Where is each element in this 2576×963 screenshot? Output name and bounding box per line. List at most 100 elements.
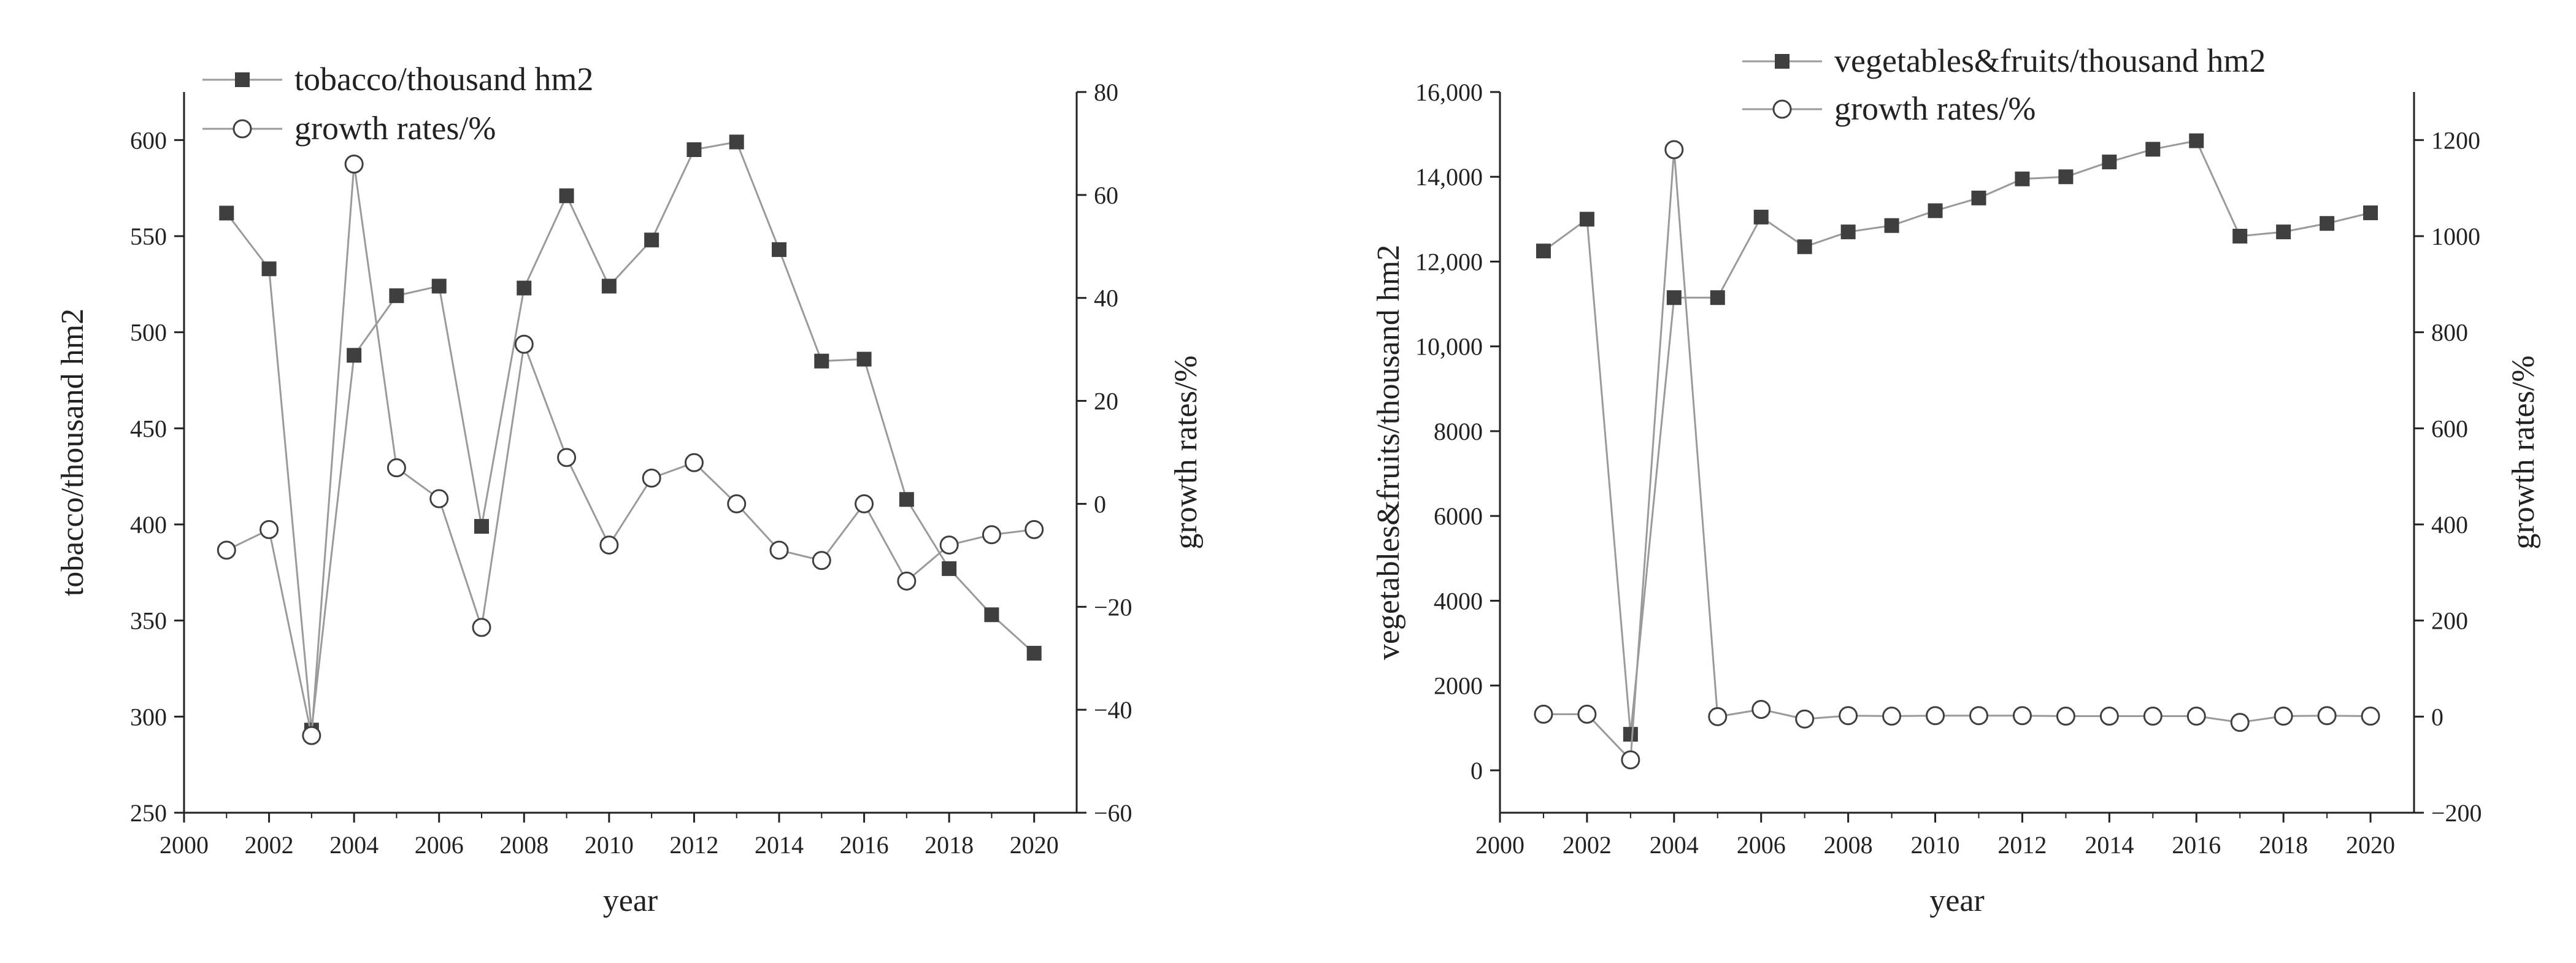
chart1-y2-tick-label: −40 [1094,696,1132,724]
chart2-series1-point [1928,203,1943,218]
chart2-series2-point [2143,707,2163,726]
chart1-series1-point [686,142,702,157]
chart2-series1-point [1884,218,1899,233]
chart2-series1-point [1840,224,1856,240]
chart2-y-tick-label: 4000 [1434,587,1483,615]
chart2-series2-point [1664,140,1684,159]
chart2-series2-point [2274,707,2293,726]
chart1-series2-point [217,540,236,560]
chart2-series1-point [1579,212,1594,227]
chart2-series1-point [2058,169,2074,185]
chart2-y2-tick-label: 200 [2431,607,2468,635]
chart2-series2-point [1839,706,1858,726]
chart1-x-tick-label: 2018 [925,831,974,859]
chart1-y2-tick-label: 20 [1094,388,1118,415]
chart1-series2-point [260,520,279,539]
chart2-series1-point [1753,209,1769,224]
chart2-y-tick-label: 16,000 [1415,79,1483,106]
chart1-series1-point [1026,645,1042,661]
chart1-y2-tick-label: 40 [1094,285,1118,312]
chart1-y-tick-label: 550 [130,223,167,250]
chart2-series1-point [1710,290,1725,305]
chart1-y-tick-label: 450 [130,415,167,442]
chart1-series2-point [727,494,747,513]
chart2-legend-marker [1775,54,1790,69]
chart1-legend-label: growth rates/% [294,110,496,147]
chart1-series2-point [897,571,917,591]
chart1-series2-point [855,494,874,513]
chart2-y-tick-label: 12,000 [1415,248,1483,275]
chart2-y2-tick-label: 1000 [2431,223,2480,250]
chart1-series1-point [856,351,872,367]
chart1-series1-point [644,232,659,248]
chart1-x-tick-label: 2002 [245,831,294,859]
chart2-x-tick-label: 2000 [1475,831,1524,859]
chart1-series2-point [982,525,1001,545]
chart1-y-tick-label: 400 [130,511,167,539]
chart2-y-tick-label: 0 [1471,757,1483,785]
chart2-y-tick-label: 6000 [1434,502,1483,530]
chart2-series2-point [1708,707,1728,726]
chart2-x-tick-label: 2006 [1737,831,1786,859]
chart2-x-axis-title: year [1929,883,1984,918]
chart1-series2-point [939,535,959,555]
chart2-series1-point [2363,205,2378,220]
chart1-series2-point [642,468,661,488]
chart1-series1-line [226,140,1035,731]
chart2-x-tick-label: 2016 [2172,831,2221,859]
chart2-y2-tick-label: 1200 [2431,126,2480,154]
chart1-legend-marker [235,72,250,87]
chart2-y-tick-label: 10,000 [1415,333,1483,361]
chart2-y-tick-label: 14,000 [1415,163,1483,191]
chart2-legend-marker [1772,99,1792,119]
chart2-y2-tick-label: 600 [2431,415,2468,442]
chart1-series1-point [517,280,532,296]
chart1-series2-point [812,551,831,570]
chart2-x-tick-label: 2002 [1563,831,1612,859]
chart1-series2-point [429,489,449,508]
chart1-series1-point [601,278,617,294]
chart1-series1-point [729,134,744,150]
chart2-series1-point [2276,224,2291,240]
chart2-series1-point [2232,229,2248,244]
chart2-y2-axis-title: growth rates/% [2506,355,2541,549]
chart1-x-tick-label: 2020 [1010,831,1059,859]
chart1-series1-point [984,607,999,623]
chart1-y2-tick-label: 60 [1094,182,1118,209]
chart1-series2-point [472,618,491,637]
chart1-y-axis-title: tobacco/thousand hm2 [55,309,90,596]
chart2-legend-label: growth rates/% [1834,90,2036,127]
chart1-series1-point [431,278,447,294]
chart1-series2-point [1025,520,1044,539]
chart2-x-tick-label: 2020 [2346,831,2395,859]
chart1-series2-point [344,155,364,174]
chart1-y2-tick-label: −20 [1094,593,1132,621]
chart2-series1-point [2102,155,2117,170]
chart2-legend-label: vegetables&fruits/thousand hm2 [1834,42,2266,79]
chart2-series2-point [2361,707,2380,726]
chart2-series1-point [2320,216,2335,231]
chart2-series1-point [2189,133,2204,148]
chart2-series1-point [1536,244,1551,259]
chart1-y-tick-label: 500 [130,319,167,347]
chart2-series2-point [1577,704,1597,724]
chart2-series2-point [1795,709,1815,729]
chart2-series2-point [1926,706,1945,726]
chart1-x-tick-label: 2008 [499,831,548,859]
chart1-series2-point [684,453,704,472]
chart1-series2-point [599,535,619,555]
chart1-y-tick-label: 300 [130,703,167,731]
chart2-x-tick-label: 2004 [1650,831,1699,859]
chart1-series2-line [226,164,1034,736]
chart2-x-tick-label: 2014 [2085,831,2134,859]
chart2-series2-point [2317,706,2337,726]
chart1-series1-point [389,288,404,304]
chart2-series2-point [1751,700,1771,719]
chart1-series2-point [769,540,789,560]
chart1-series1-point [559,188,574,204]
chart2-y2-tick-label: 0 [2431,703,2443,731]
chart1-x-tick-label: 2014 [755,831,804,859]
chart1-series1-point [261,261,277,277]
chart1-x-tick-label: 2016 [840,831,889,859]
